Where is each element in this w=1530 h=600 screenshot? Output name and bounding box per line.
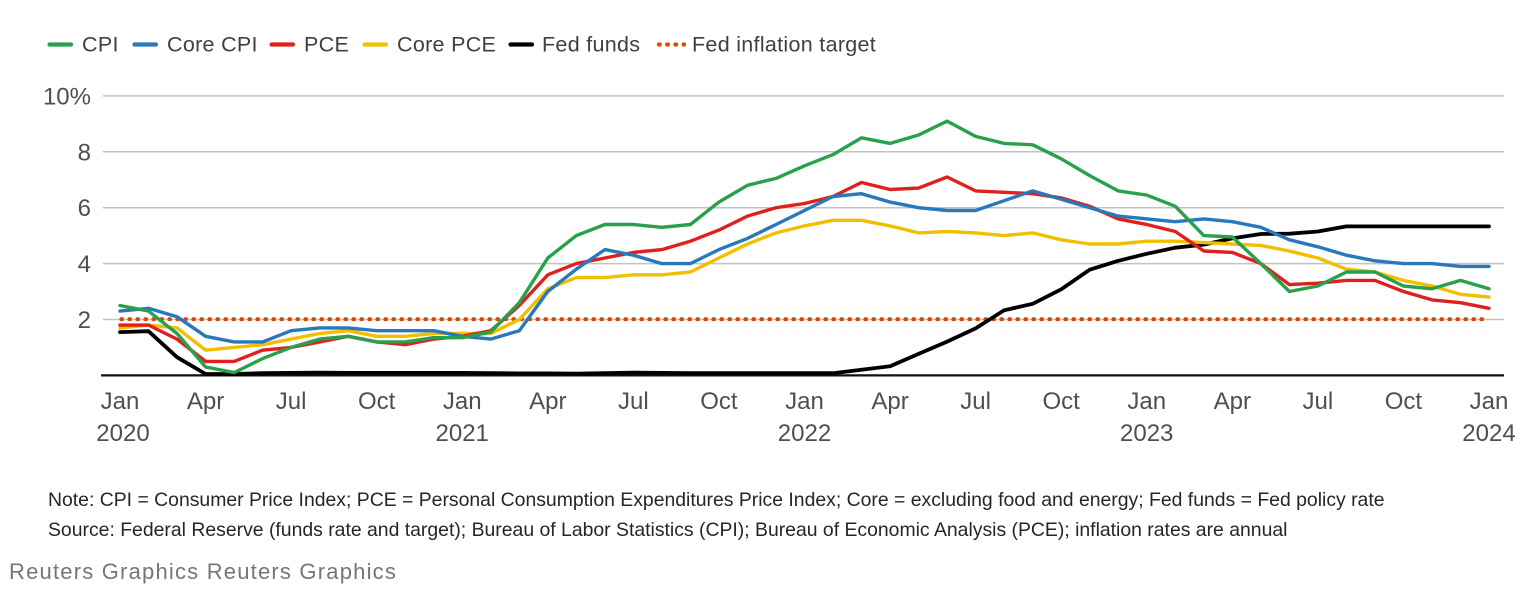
svg-text:Apr: Apr xyxy=(529,388,566,415)
svg-text:Jan: Jan xyxy=(1470,388,1509,415)
svg-text:8: 8 xyxy=(78,139,91,166)
svg-text:Fed funds: Fed funds xyxy=(542,33,640,57)
svg-text:Core PCE: Core PCE xyxy=(397,33,496,57)
svg-text:Core CPI: Core CPI xyxy=(167,33,258,57)
svg-text:Jul: Jul xyxy=(276,388,307,415)
svg-text:Oct: Oct xyxy=(1043,388,1081,415)
svg-text:Apr: Apr xyxy=(187,388,224,415)
svg-text:Apr: Apr xyxy=(1214,388,1251,415)
svg-text:Fed inflation target: Fed inflation target xyxy=(692,33,876,57)
svg-text:PCE: PCE xyxy=(304,33,349,57)
svg-text:Apr: Apr xyxy=(871,388,908,415)
svg-text:6: 6 xyxy=(78,195,91,222)
svg-text:2021: 2021 xyxy=(436,420,489,447)
svg-text:2022: 2022 xyxy=(778,420,831,447)
svg-text:Oct: Oct xyxy=(700,388,738,415)
svg-text:2024: 2024 xyxy=(1462,420,1515,447)
svg-text:Jan: Jan xyxy=(1127,388,1166,415)
svg-text:2020: 2020 xyxy=(96,420,149,447)
svg-text:Jan: Jan xyxy=(785,388,824,415)
svg-text:CPI: CPI xyxy=(82,33,119,57)
svg-text:Jul: Jul xyxy=(618,388,649,415)
svg-text:4: 4 xyxy=(78,251,91,278)
svg-text:2: 2 xyxy=(78,307,91,334)
svg-text:Jul: Jul xyxy=(960,388,991,415)
svg-text:2023: 2023 xyxy=(1120,420,1173,447)
svg-text:Oct: Oct xyxy=(1385,388,1423,415)
svg-text:Jan: Jan xyxy=(101,388,140,415)
svg-text:Oct: Oct xyxy=(358,388,396,415)
svg-text:Jul: Jul xyxy=(1303,388,1334,415)
svg-text:10%: 10% xyxy=(43,83,91,110)
svg-text:Jan: Jan xyxy=(443,388,482,415)
